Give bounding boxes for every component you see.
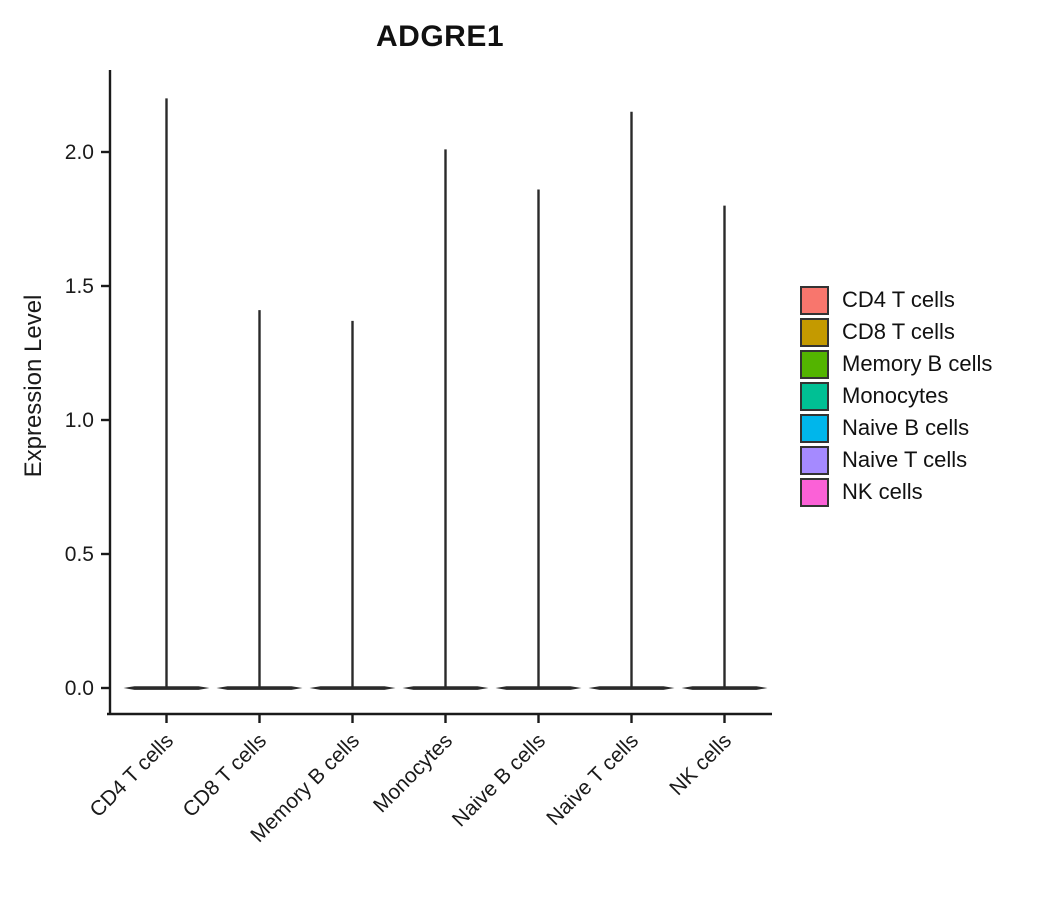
violin-base xyxy=(402,686,489,690)
legend-color-swatch xyxy=(800,317,829,347)
x-tick-label: Monocytes xyxy=(369,729,457,817)
chart-title: ADGRE1 xyxy=(375,20,505,53)
y-tick-label: 0.0 xyxy=(65,677,94,700)
violin-base xyxy=(216,686,303,690)
x-tick-label: CD8 T cells xyxy=(179,729,271,821)
violin-base xyxy=(588,686,675,690)
legend-item: Naive B cells xyxy=(800,412,992,444)
legend-color-swatch xyxy=(800,413,829,443)
legend-color-swatch xyxy=(800,349,829,379)
legend-color-swatch xyxy=(800,477,829,507)
legend-color-swatch xyxy=(800,381,829,411)
x-tick-label: NK cells xyxy=(665,729,736,800)
legend-label: Naive B cells xyxy=(842,415,970,440)
violin-base xyxy=(681,686,768,690)
legend-item: CD4 T cells xyxy=(800,284,992,316)
violin-base xyxy=(495,686,582,690)
violin-base xyxy=(309,686,396,690)
y-tick-label: 1.5 xyxy=(65,275,94,298)
y-tick-label: 2.0 xyxy=(65,141,94,164)
legend-color-swatch xyxy=(800,285,829,315)
legend-label: CD4 T cells xyxy=(842,287,955,312)
y-tick-label: 1.0 xyxy=(65,409,94,432)
legend-item: Monocytes xyxy=(800,380,992,412)
y-tick-label: 0.5 xyxy=(65,543,94,566)
violin-base xyxy=(123,686,210,690)
legend-label: Memory B cells xyxy=(842,351,993,376)
x-tick-label: Naive B cells xyxy=(448,729,550,831)
x-tick-label: CD4 T cells xyxy=(86,729,178,821)
legend-color-swatch xyxy=(800,445,829,475)
legend-label: CD8 T cells xyxy=(842,319,955,344)
legend-item: Memory B cells xyxy=(800,348,992,380)
legend-item: CD8 T cells xyxy=(800,316,992,348)
x-tick-label: Naive T cells xyxy=(542,729,643,830)
legend: CD4 T cells CD8 T cells Memory B cells Mono… xyxy=(800,284,992,508)
legend-label: NK cells xyxy=(842,479,923,504)
legend-label: Naive T cells xyxy=(842,447,968,472)
legend-label: Monocytes xyxy=(842,383,949,408)
legend-item: Naive T cells xyxy=(800,444,992,476)
legend-item: NK cells xyxy=(800,476,992,508)
